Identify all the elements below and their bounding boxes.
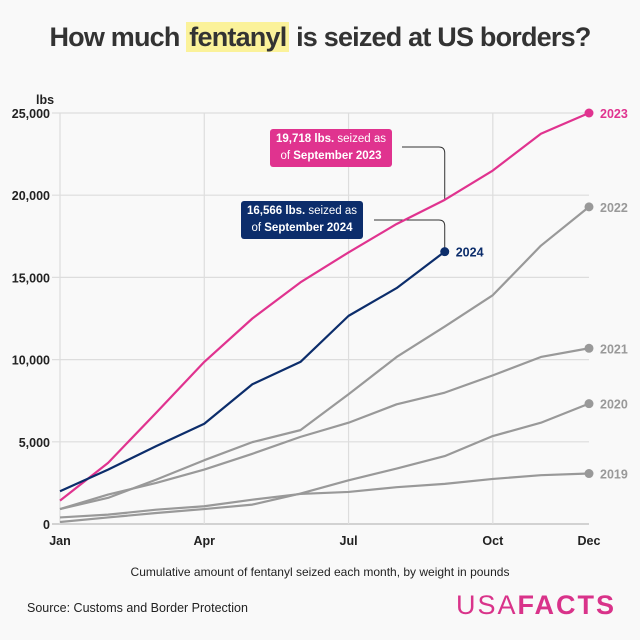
title-text: How much — [49, 22, 187, 52]
series-end-point-2021 — [584, 343, 594, 353]
series-label-2024: 2024 — [456, 246, 484, 260]
chart-title: How much fentanyl is seized at US border… — [0, 22, 640, 53]
annotation-connector-2023 — [402, 146, 446, 200]
y-tick-label: 5,000 — [19, 436, 50, 450]
x-axis-caption: Cumulative amount of fentanyl seized eac… — [130, 565, 510, 579]
series-end-point-2020 — [584, 399, 594, 409]
series-label-2023: 2023 — [600, 107, 628, 121]
annotation-2023: 19,718 lbs. seized as of September 2023 — [270, 129, 392, 167]
series-label-2020: 2020 — [600, 398, 628, 412]
y-tick-label: 15,000 — [12, 271, 50, 285]
x-tick-label: Jan — [49, 534, 71, 548]
series-line-2022 — [59, 206, 590, 511]
series-end-point-2022 — [584, 202, 594, 212]
source-note: Source: Customs and Border Protection — [27, 601, 248, 615]
x-tick-label: Dec — [578, 534, 601, 548]
annotation-connector-2024 — [374, 219, 446, 252]
y-tick-label: 10,000 — [12, 354, 50, 368]
x-tick-label: Apr — [194, 534, 216, 548]
title-text-end: is seized at US borders? — [289, 22, 591, 52]
series-line-2019 — [59, 472, 590, 519]
series-label-2019: 2019 — [600, 468, 628, 482]
y-tick-label: 0 — [43, 518, 50, 532]
series-line-2020 — [59, 402, 590, 524]
y-axis-label: lbs — [36, 93, 54, 107]
series-label-2021: 2021 — [600, 342, 628, 356]
series-line-2023 — [59, 111, 590, 502]
series-end-point-2019 — [584, 469, 594, 479]
series-line-2024 — [59, 250, 446, 493]
annotation-2024: 16,566 lbs. seized as of September 2024 — [241, 201, 363, 239]
title-highlight: fentanyl — [186, 22, 290, 52]
y-tick-label: 25,000 — [12, 107, 50, 121]
series-end-point-2023 — [584, 108, 594, 118]
series-end-point-2024 — [440, 247, 450, 257]
x-tick-label: Oct — [482, 534, 504, 548]
y-tick-label: 20,000 — [12, 189, 50, 203]
series-line-2021 — [59, 347, 590, 511]
x-tick-label: Jul — [340, 534, 358, 548]
series-label-2022: 2022 — [600, 201, 628, 215]
usafacts-logo: USAFACTS — [456, 590, 617, 620]
